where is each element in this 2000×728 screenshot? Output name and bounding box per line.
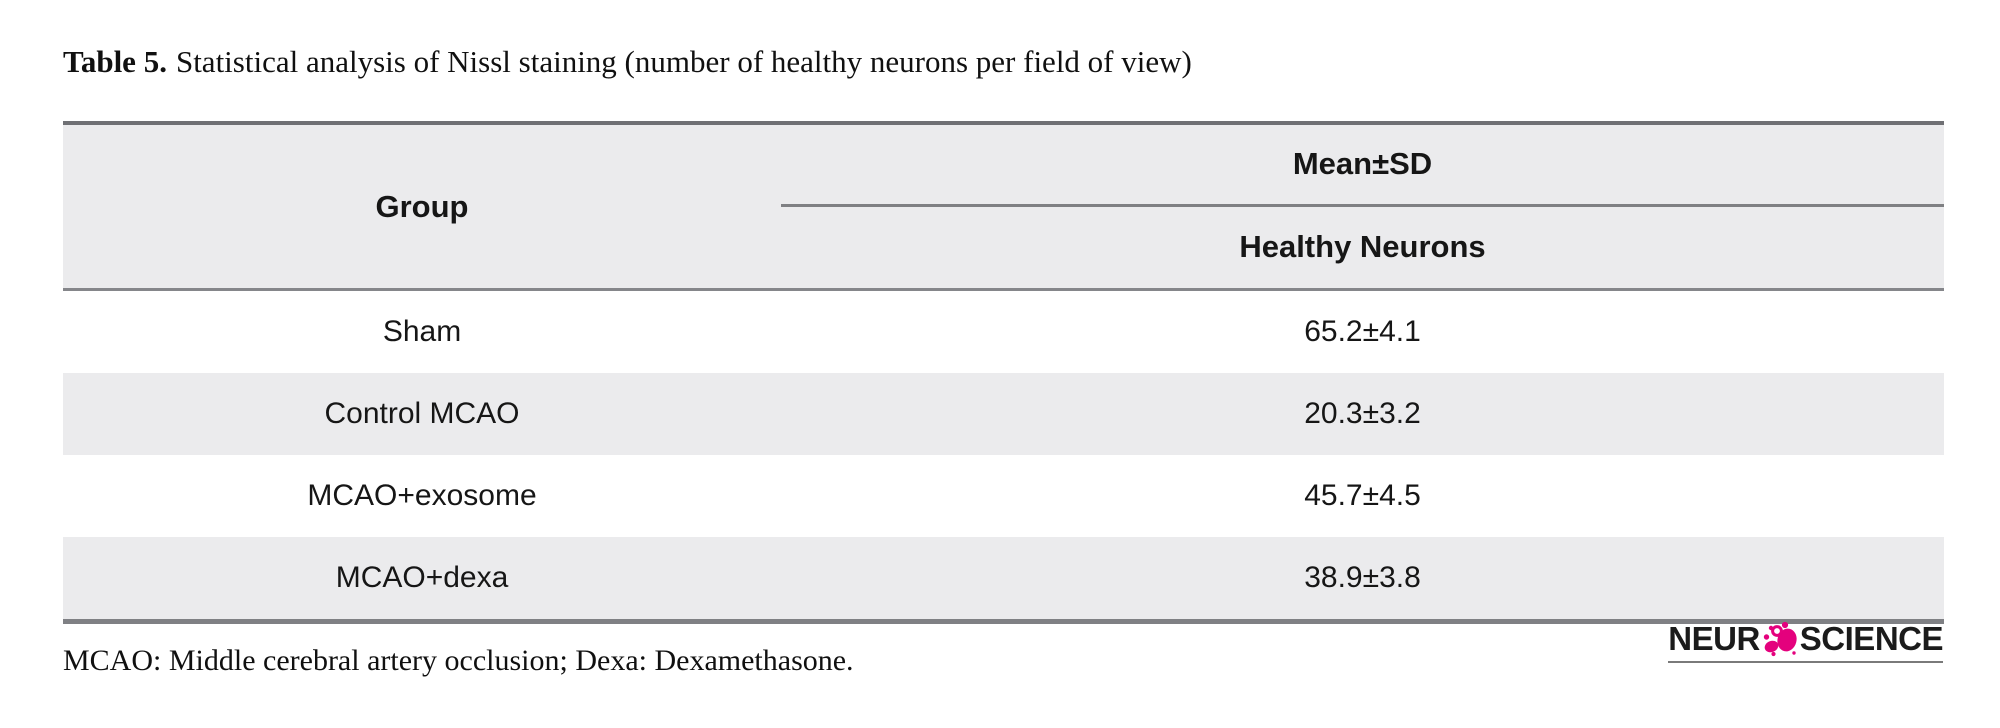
mean-sd-header: Mean±SD: [781, 125, 1944, 207]
group-cell: Sham: [382, 315, 462, 348]
cell-icon: [1761, 620, 1799, 658]
table-caption: Table 5. Statistical analysis of Nissl st…: [63, 44, 1192, 80]
logo-text-suffix: SCIENCE: [1799, 620, 1944, 657]
group-column-header: Group: [375, 188, 469, 224]
table-caption-text: Statistical analysis of Nissl staining (…: [175, 44, 1192, 79]
table-row: MCAO+dexa 38.9±3.8: [63, 537, 1944, 619]
group-cell: MCAO+dexa: [335, 561, 509, 594]
value-column-header: Mean±SD Healthy Neurons: [781, 125, 1944, 288]
table-row: MCAO+exosome 45.7±4.5: [63, 455, 1944, 537]
table-header: Group Mean±SD Healthy Neurons: [63, 125, 1944, 291]
neuroscience-journal-logo: NEUR SCIENCE: [1668, 620, 1944, 663]
table-row: Control MCAO 20.3±3.2: [63, 373, 1944, 455]
table-footnote: MCAO: Middle cerebral artery occlusion; …: [63, 644, 854, 677]
logo-text-prefix: NEUR: [1668, 620, 1760, 657]
group-cell: MCAO+exosome: [307, 479, 537, 512]
value-cell: 20.3±3.2: [1304, 397, 1421, 430]
table-row: Sham 65.2±4.1: [63, 291, 1944, 373]
value-cell: 45.7±4.5: [1304, 479, 1421, 512]
table-body: Sham 65.2±4.1 Control MCAO 20.3±3.2 MCAO…: [63, 291, 1944, 619]
table-number: Table 5.: [63, 44, 167, 79]
value-cell: 38.9±3.8: [1304, 561, 1421, 594]
healthy-neurons-header: Healthy Neurons: [1239, 229, 1486, 265]
value-cell: 65.2±4.1: [1304, 315, 1421, 348]
group-cell: Control MCAO: [324, 397, 520, 430]
statistics-table: Group Mean±SD Healthy Neurons Sham 65.2±…: [63, 121, 1944, 624]
